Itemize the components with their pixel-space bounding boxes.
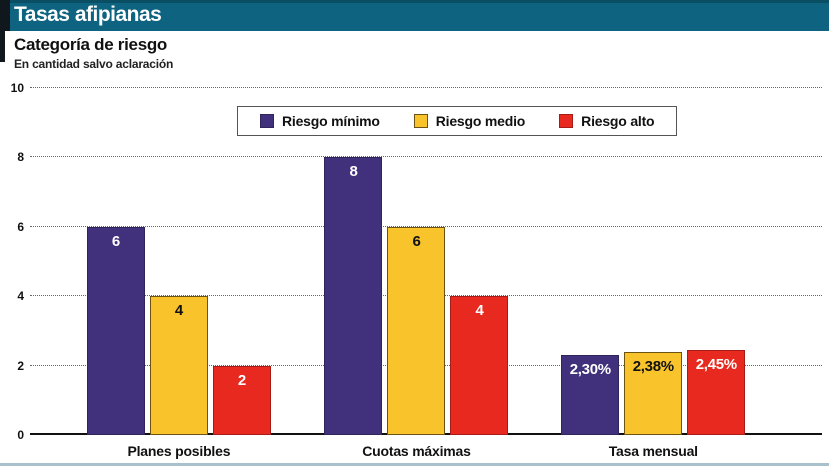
bar-group-3: 2,30% 2,38% 2,45%: [561, 350, 746, 435]
legend-item-riesgo-mínimo: Riesgo mínimo: [260, 113, 380, 129]
x-axis-category-label: Tasa mensual: [608, 443, 698, 459]
page-title: Tasas afipianas: [14, 3, 162, 26]
legend-swatch-icon: [260, 114, 274, 128]
chart-legend: Riesgo mínimo Riesgo medio Riesgo alto: [237, 106, 678, 136]
legend-item-riesgo-medio: Riesgo medio: [413, 113, 526, 129]
bar-group-2: 8 6 4: [324, 157, 509, 435]
legend-item-riesgo-alto: Riesgo alto: [559, 113, 655, 129]
bar-riesgo-mínimo: 6: [86, 227, 145, 435]
bar-riesgo-alto: 2: [212, 366, 271, 435]
bar-chart-plot-area: 6 4 2 Planes posibles 8 6 4 Cuotas máximas 2,30%…: [30, 87, 822, 459]
y-axis-tick-label: 10: [10, 81, 24, 95]
bar-value-label: 2,38%: [632, 358, 674, 375]
chart-title: Categoría de riesgo: [14, 35, 168, 54]
bar-value-label: 4: [475, 302, 484, 319]
bar-riesgo-mínimo: 8: [324, 157, 383, 435]
left-notch-decoration-lower: [0, 31, 5, 62]
bar-riesgo-alto: 2,45%: [687, 350, 746, 435]
legend-label: Riesgo alto: [581, 113, 655, 129]
y-axis-tick-label: 8: [17, 150, 24, 165]
bar-value-label: 2,30%: [569, 361, 611, 378]
bar-value-label: 4: [174, 302, 183, 319]
bar-value-label: 2,45%: [695, 356, 737, 373]
bar-value-label: 8: [349, 163, 358, 180]
bar-riesgo-medio: 6: [387, 227, 446, 435]
header-bar: [0, 0, 829, 31]
legend-swatch-icon: [559, 114, 574, 128]
bar-riesgo-mínimo: 2,30%: [561, 355, 620, 435]
y-axis-tick-label: 0: [17, 428, 24, 442]
y-axis-tick-label: 6: [17, 219, 24, 234]
gridline-y-10: [30, 87, 822, 88]
bar-riesgo-medio: 2,38%: [624, 352, 683, 435]
left-notch-decoration: [0, 0, 10, 31]
bar-riesgo-medio: 4: [149, 296, 208, 435]
bottom-border-decoration: [0, 463, 829, 466]
y-axis-tick-label: 4: [17, 289, 24, 304]
bar-group-1: 6 4 2: [86, 227, 271, 435]
legend-label: Riesgo medio: [435, 113, 526, 129]
legend-swatch-icon: [413, 114, 428, 128]
bar-value-label: 2: [237, 372, 246, 389]
chart-subtitle-note: En cantidad salvo aclaración: [14, 57, 174, 71]
bar-value-label: 6: [111, 233, 120, 250]
gridline-y-8: [30, 156, 822, 158]
x-axis-category-label: Planes posibles: [127, 443, 231, 459]
bar-riesgo-alto: 4: [450, 296, 509, 435]
y-axis-tick-label: 2: [17, 358, 24, 373]
x-axis-category-label: Cuotas máximas: [362, 443, 471, 459]
bar-value-label: 6: [412, 233, 421, 250]
legend-label: Riesgo mínimo: [282, 113, 380, 129]
gridline-y-6: [30, 225, 822, 227]
